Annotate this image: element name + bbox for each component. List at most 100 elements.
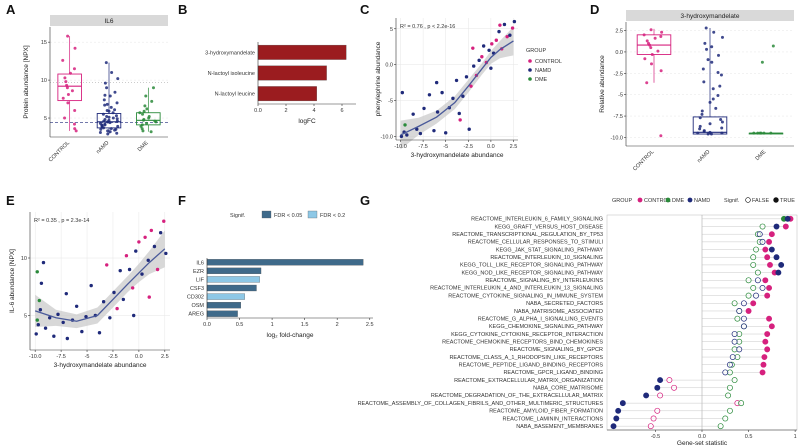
- d-point: [659, 35, 663, 39]
- c-legend-label: CONTROL: [535, 59, 562, 65]
- g-point: [657, 392, 664, 399]
- g-point: [726, 384, 733, 391]
- a-point: [113, 128, 117, 132]
- f-category-label: EZR: [193, 269, 204, 275]
- c-legend-title: GROUP: [526, 48, 547, 54]
- e-x-tick-label: -10.0: [29, 354, 42, 360]
- a-point: [64, 80, 68, 84]
- d-strip: [626, 10, 794, 21]
- c-point: [480, 55, 484, 59]
- g-point: [745, 308, 752, 314]
- d-point: [762, 131, 766, 135]
- e-point: [52, 334, 56, 338]
- e-point: [41, 260, 46, 265]
- a-point: [102, 98, 106, 102]
- a-x-category-label: CONTROL: [48, 140, 71, 163]
- d-point: [752, 131, 756, 135]
- g-category-label: REACTOME_AMYLOID_FIBER_FORMATION: [489, 409, 603, 415]
- d-point: [720, 35, 724, 39]
- g-legend-signif-label: FALSE: [752, 198, 769, 204]
- e-point: [143, 235, 147, 239]
- e-point: [48, 316, 52, 320]
- g-point: [650, 415, 657, 422]
- g-point: [736, 346, 743, 353]
- c-legend-marker: [528, 68, 532, 72]
- c-point: [502, 22, 507, 27]
- d-y-tick-label: -10.0: [610, 135, 623, 141]
- a-point: [99, 127, 103, 131]
- g-category-label: REACTOME_ASSEMBLY_OF_COLLAGEN_FIBRILS_AN…: [358, 401, 604, 407]
- c-point: [405, 133, 409, 137]
- a-y-tick-label: 10: [41, 78, 47, 84]
- g-category-label: REACTOME_CELLULAR_RESPONSES_TO_STIMULI: [468, 240, 604, 246]
- g-legend-signif-title: Signif.: [724, 198, 740, 204]
- g-point: [654, 407, 661, 414]
- d-point: [708, 122, 712, 126]
- e-point: [118, 268, 122, 273]
- a-point: [65, 83, 69, 87]
- g-point: [764, 331, 771, 337]
- c-point: [490, 42, 494, 46]
- c-point: [471, 46, 475, 50]
- g-point: [782, 223, 789, 230]
- a-point: [109, 127, 113, 131]
- e-x-tick-label: 2.5: [161, 354, 169, 360]
- d-point: [649, 62, 653, 66]
- g-legend-signif-marker: [773, 197, 779, 203]
- d-y-tick-label: 0.0: [615, 50, 623, 56]
- e-point: [65, 336, 70, 341]
- g-category-label: REACTOME_TRANSCRIPTIONAL_REGULATION_BY_T…: [452, 232, 603, 238]
- a-point: [145, 107, 149, 111]
- a-point: [65, 86, 69, 90]
- b-x-tick-label: 6: [340, 108, 343, 114]
- g-x-tick-label: -0.5: [651, 434, 660, 440]
- g-legend-marker: [687, 197, 693, 203]
- c-smooth-line: [400, 40, 514, 136]
- g-point: [734, 315, 741, 322]
- a-point: [68, 71, 72, 75]
- g-category-label: NABA_MATRISOME_ASSOCIATED: [514, 309, 603, 315]
- g-point: [657, 377, 664, 384]
- d-y-tick-label: -5: [618, 93, 623, 99]
- c-point: [472, 64, 476, 68]
- f-bar: [206, 301, 242, 309]
- b-category-label: N-lactoyl isoleucine: [208, 71, 255, 77]
- c-point: [403, 123, 407, 127]
- c-point: [467, 127, 471, 131]
- c-legend-marker: [528, 59, 532, 63]
- g-point: [768, 246, 775, 253]
- panel-f: IL6 EZR LIF CSF3 CD302 OSM AREG 0.0 0.5 1 1.5 2 2.5 l…: [187, 210, 374, 339]
- a-point: [116, 77, 120, 81]
- c-y-tick-label: -5: [388, 99, 393, 105]
- d-point: [704, 26, 708, 30]
- g-category-label: REACTOME_CLASS_A_1_RHODOPSIN_LIKE_RECEPT…: [449, 355, 603, 361]
- c-point: [497, 29, 501, 34]
- a-point: [142, 109, 146, 113]
- c-legend-label: NAMD: [535, 68, 551, 74]
- g-category-label: REACTOME_G_ALPHA_I_SIGNALLING_EVENTS: [478, 316, 604, 322]
- g-point: [740, 323, 747, 330]
- a-point: [110, 71, 114, 75]
- e-point: [115, 306, 119, 311]
- g-point: [731, 377, 738, 384]
- c-point: [411, 112, 415, 116]
- e-point: [80, 329, 84, 334]
- e-point: [155, 267, 160, 272]
- panel-a: IL6 CONTROL nAMD DME 5 10 15 Protein abundance …: [23, 15, 168, 163]
- e-point: [64, 291, 68, 296]
- c-legend-label: DME: [535, 77, 548, 83]
- g-point: [745, 277, 752, 284]
- a-point: [73, 108, 77, 112]
- e-point: [158, 231, 163, 235]
- a-point: [140, 127, 144, 131]
- e-point: [35, 318, 39, 322]
- c-point: [418, 131, 423, 136]
- a-point: [116, 124, 120, 128]
- g-point: [671, 384, 678, 391]
- a-point: [74, 129, 78, 133]
- e-x-tick-label: -5: [85, 354, 90, 360]
- g-point: [766, 315, 773, 322]
- a-x-category-label: nAMD: [95, 140, 110, 155]
- d-point: [720, 126, 724, 130]
- e-point: [147, 295, 151, 299]
